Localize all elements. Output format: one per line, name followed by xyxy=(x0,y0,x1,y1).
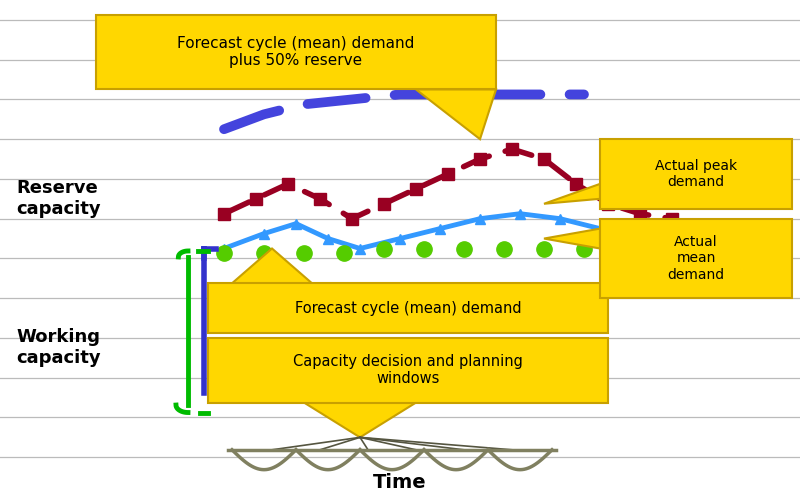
Text: Forecast cycle (mean) demand: Forecast cycle (mean) demand xyxy=(294,301,522,316)
Text: Time: Time xyxy=(373,473,427,492)
Text: Forecast cycle (mean) demand
plus 50% reserve: Forecast cycle (mean) demand plus 50% re… xyxy=(178,36,414,69)
Text: Working
capacity: Working capacity xyxy=(16,329,101,367)
Polygon shape xyxy=(304,403,416,437)
Polygon shape xyxy=(544,229,600,248)
FancyBboxPatch shape xyxy=(96,15,496,89)
Polygon shape xyxy=(416,89,496,139)
FancyBboxPatch shape xyxy=(600,139,792,209)
Text: Capacity decision and planning
windows: Capacity decision and planning windows xyxy=(293,354,523,387)
Text: Actual
mean
demand: Actual mean demand xyxy=(667,235,725,282)
FancyBboxPatch shape xyxy=(208,283,608,333)
Polygon shape xyxy=(232,248,312,283)
Polygon shape xyxy=(544,184,600,204)
Text: Reserve
capacity: Reserve capacity xyxy=(16,179,101,218)
FancyBboxPatch shape xyxy=(208,338,608,403)
FancyBboxPatch shape xyxy=(600,219,792,298)
Text: Actual peak
demand: Actual peak demand xyxy=(655,159,737,189)
